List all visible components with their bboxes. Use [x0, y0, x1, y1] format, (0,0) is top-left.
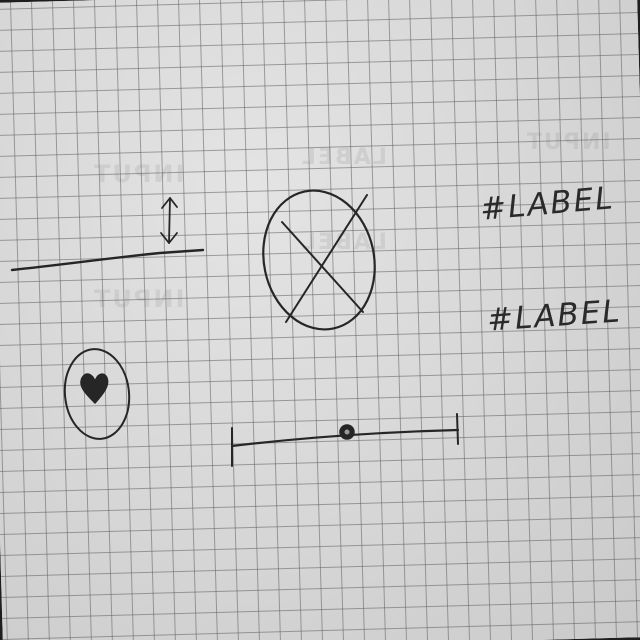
close-button[interactable] — [251, 180, 388, 340]
slider-knob[interactable] — [339, 424, 355, 440]
favorite-button-outline — [63, 348, 131, 440]
slider-end-stop — [456, 413, 459, 445]
favorite-button[interactable] — [60, 346, 133, 442]
close-icon — [281, 194, 368, 323]
close-button-outline — [262, 189, 376, 331]
heart-icon — [80, 373, 109, 404]
slider[interactable] — [230, 413, 460, 467]
up-down-arrow-icon[interactable] — [160, 197, 178, 244]
input-underline — [10, 248, 205, 272]
text-input-sketch[interactable] — [10, 197, 205, 272]
